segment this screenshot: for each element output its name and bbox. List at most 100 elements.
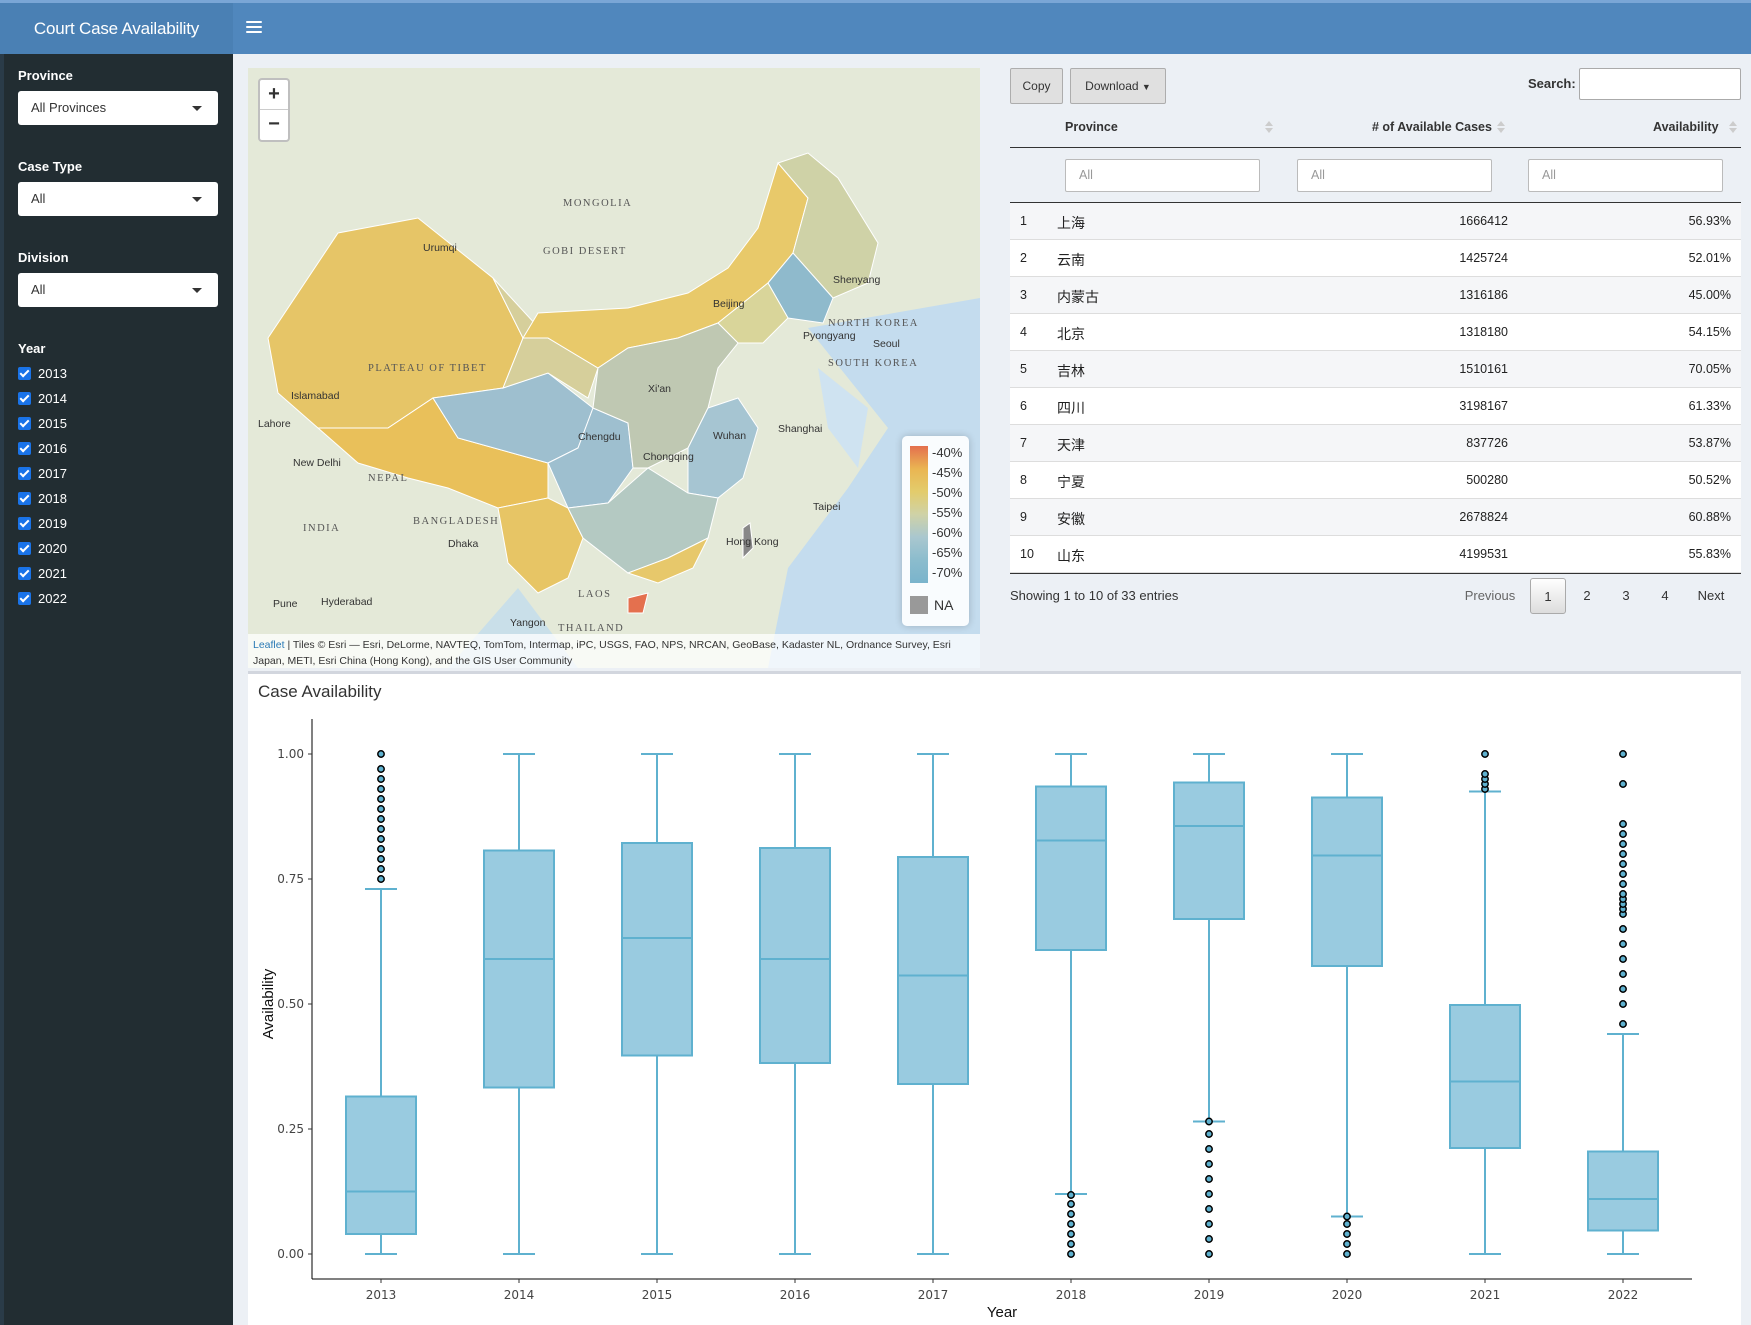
- map-label-mongolia: MONGOLIA: [563, 198, 633, 209]
- row-availability: 55.83%: [1688, 547, 1731, 561]
- city-shenyang: Shenyang: [833, 274, 881, 286]
- pagination-page-4[interactable]: 4: [1661, 588, 1669, 603]
- province-select[interactable]: All Provinces: [18, 91, 218, 125]
- copy-button[interactable]: Copy: [1010, 68, 1063, 104]
- filter-availability[interactable]: All: [1528, 159, 1723, 192]
- box-iqr: [621, 842, 693, 1057]
- map-label-india: INDIA: [303, 523, 341, 534]
- table-row[interactable]: 2 云南 1425724 52.01%: [1010, 240, 1741, 277]
- division-select[interactable]: All: [18, 273, 218, 307]
- year-checkbox-2020[interactable]: 2020: [18, 539, 67, 557]
- row-province: 内蒙古: [1057, 289, 1099, 305]
- pagination-next[interactable]: Next: [1697, 588, 1725, 603]
- table-row[interactable]: 7 天津 837726 53.87%: [1010, 425, 1741, 462]
- box-iqr: [1311, 796, 1383, 967]
- row-cases: 500280: [1466, 473, 1508, 487]
- year-checkbox-2019[interactable]: 2019: [18, 514, 67, 532]
- box-iqr: [1035, 785, 1107, 951]
- legend-na-label: NA: [934, 597, 954, 613]
- chevron-down-icon: [192, 197, 202, 202]
- checkbox-icon[interactable]: [18, 366, 31, 380]
- table-row[interactable]: 1 上海 1666412 56.93%: [1010, 203, 1741, 240]
- province-guangdong: [626, 536, 710, 584]
- sort-icon[interactable]: [1497, 120, 1505, 136]
- leaflet-link[interactable]: Leaflet: [253, 639, 285, 651]
- row-province: 宁夏: [1057, 474, 1085, 490]
- year-checkbox-2018[interactable]: 2018: [18, 489, 67, 507]
- x-axis-label: Year: [987, 1304, 1017, 1321]
- checkbox-icon[interactable]: [18, 491, 31, 505]
- zoom-out-button[interactable]: −: [268, 113, 280, 135]
- province-taiwan: [742, 522, 754, 560]
- row-availability: 45.00%: [1688, 288, 1731, 302]
- header-divider: [1010, 147, 1741, 148]
- pagination-page-2[interactable]: 2: [1583, 588, 1591, 603]
- year-checkbox-2021[interactable]: 2021: [18, 564, 67, 582]
- table-row[interactable]: 4 北京 1318180 54.15%: [1010, 314, 1741, 351]
- city-islamabad: Islamabad: [291, 390, 340, 402]
- sort-icon[interactable]: [1729, 120, 1737, 136]
- column-header-province[interactable]: Province: [1065, 120, 1118, 134]
- y-tick-label: 1.00: [277, 747, 304, 761]
- app-title[interactable]: Court Case Availability: [0, 3, 233, 54]
- sort-icon[interactable]: [1265, 120, 1273, 136]
- filter-cases[interactable]: All: [1297, 159, 1492, 192]
- year-checkbox-2013[interactable]: 2013: [18, 364, 67, 382]
- outlier-point: [1343, 1212, 1351, 1221]
- checkbox-icon[interactable]: [18, 566, 31, 580]
- table-row[interactable]: 5 吉林 1510161 70.05%: [1010, 351, 1741, 388]
- row-index: 9: [1020, 510, 1027, 524]
- outlier-point: [1619, 880, 1627, 888]
- outlier-point: [1067, 1240, 1075, 1248]
- case-type-select[interactable]: All: [18, 182, 218, 216]
- table-bottom-border: [1010, 573, 1741, 574]
- year-checkbox-2014[interactable]: 2014: [18, 389, 67, 407]
- year-checkbox-2015[interactable]: 2015: [18, 414, 67, 432]
- map-label-south-korea: SOUTH KOREA: [828, 358, 919, 369]
- year-checkbox-2016[interactable]: 2016: [18, 439, 67, 457]
- pagination-page-1[interactable]: 1: [1530, 578, 1566, 614]
- outlier-point: [377, 815, 385, 823]
- checkbox-icon[interactable]: [18, 441, 31, 455]
- checkbox-icon[interactable]: [18, 391, 31, 405]
- table-row[interactable]: 3 内蒙古 1316186 45.00%: [1010, 277, 1741, 314]
- download-button[interactable]: Download ▼: [1070, 68, 1166, 104]
- checkbox-icon[interactable]: [18, 541, 31, 555]
- top-header: Court Case Availability: [0, 0, 1751, 54]
- outlier-point: [1343, 1230, 1351, 1238]
- row-province: 安徽: [1057, 511, 1085, 527]
- checkbox-icon[interactable]: [18, 591, 31, 605]
- outlier-point: [1619, 830, 1627, 838]
- search-input[interactable]: [1579, 68, 1741, 100]
- outlier-point: [1067, 1230, 1075, 1238]
- table-row[interactable]: 9 安徽 2678824 60.88%: [1010, 499, 1741, 536]
- column-header-availability[interactable]: Availability: [1653, 120, 1719, 134]
- table-row[interactable]: 6 四川 3198167 61.33%: [1010, 388, 1741, 425]
- x-tick-label: 2020: [1332, 1288, 1363, 1302]
- outlier-point: [1619, 970, 1627, 978]
- pagination-page-3[interactable]: 3: [1622, 588, 1630, 603]
- pagination-previous[interactable]: Previous: [1464, 588, 1516, 603]
- province-map[interactable]: MONGOLIA GOBI DESERT PLATEAU OF TIBET NO…: [248, 68, 980, 668]
- row-province: 天津: [1057, 437, 1085, 453]
- y-tick-label: 0.00: [277, 1247, 304, 1261]
- box-iqr: [345, 1095, 417, 1235]
- city-urumqi: Urumqi: [423, 242, 457, 254]
- year-checkbox-label: 2021: [38, 565, 67, 581]
- checkbox-icon[interactable]: [18, 516, 31, 530]
- filter-province[interactable]: All: [1065, 159, 1260, 192]
- table-row[interactable]: 8 宁夏 500280 50.52%: [1010, 462, 1741, 499]
- year-checkbox-2022[interactable]: 2022: [18, 589, 67, 607]
- year-checkbox-2017[interactable]: 2017: [18, 464, 67, 482]
- checkbox-icon[interactable]: [18, 416, 31, 430]
- column-header-cases[interactable]: # of Available Cases: [1372, 120, 1492, 134]
- hamburger-icon[interactable]: [246, 21, 262, 35]
- year-checkbox-label: 2015: [38, 415, 67, 431]
- table-row[interactable]: 10 山东 4199531 55.83%: [1010, 536, 1741, 573]
- attribution-text: | Tiles © Esri — Esri, DeLorme, NAVTEQ, …: [253, 639, 951, 667]
- outlier-point: [1619, 1000, 1627, 1008]
- checkbox-icon[interactable]: [18, 466, 31, 480]
- outlier-point: [1619, 860, 1627, 868]
- outlier-point: [1619, 780, 1627, 788]
- zoom-in-button[interactable]: +: [260, 80, 288, 110]
